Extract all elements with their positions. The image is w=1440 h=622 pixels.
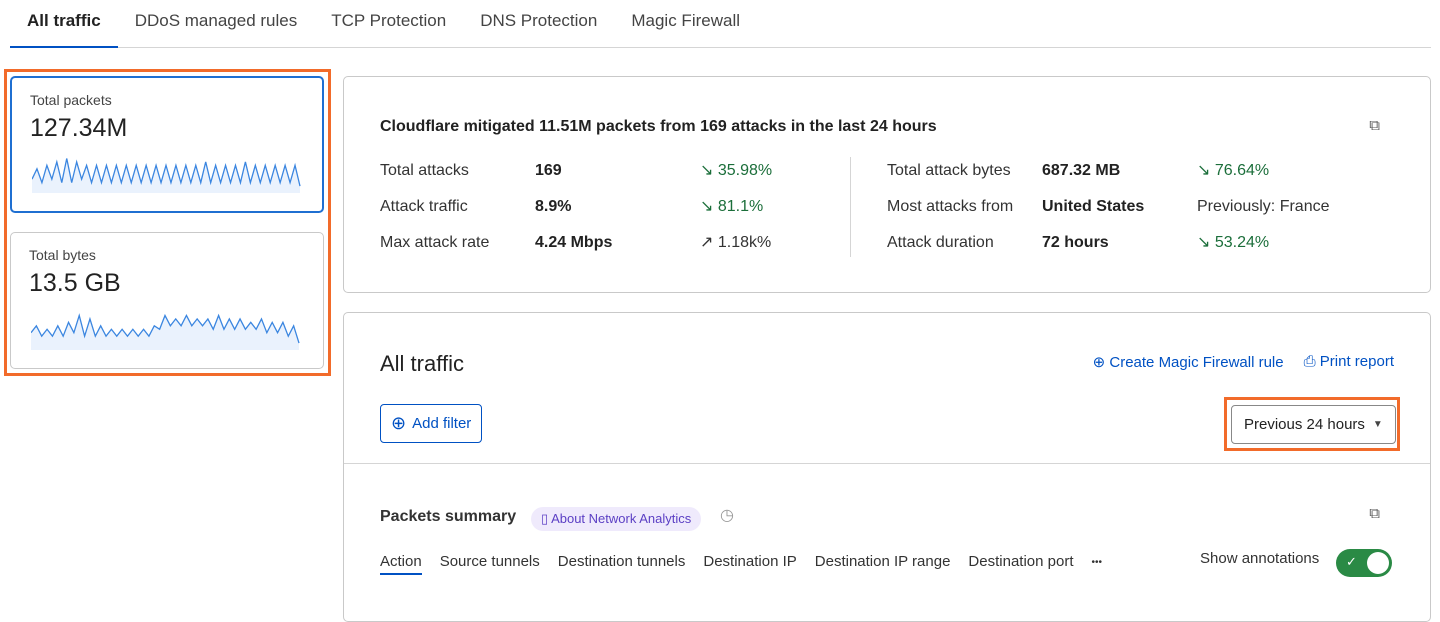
sparkline-line xyxy=(32,158,301,187)
subtab-destination-tunnels[interactable]: Destination tunnels xyxy=(557,553,686,570)
create-rule-link[interactable]: ⊕ Create Magic Firewall rule xyxy=(1093,353,1284,371)
subtab-action[interactable]: Action xyxy=(380,553,422,575)
arrow-up-right-icon: ↗ xyxy=(700,234,718,251)
packets-sparkline xyxy=(32,158,301,193)
print-report-link[interactable]: ⎙ Print report xyxy=(1304,353,1394,371)
subtab-destination-port[interactable]: Destination port xyxy=(968,553,1074,570)
card-value: 13.5 GB xyxy=(29,269,121,297)
tab-magic-firewall[interactable]: Magic Firewall xyxy=(631,11,740,30)
stat-key: Most attacks from xyxy=(887,198,1014,215)
divider xyxy=(850,157,851,257)
about-network-analytics-badge[interactable]: ▯ About Network Analytics xyxy=(531,507,702,531)
packets-summary-title: Packets summary xyxy=(380,508,517,525)
check-icon: ✓ xyxy=(1346,554,1357,569)
stat-row: Most attacks from United States Previously… xyxy=(887,189,1367,225)
time-range-dropdown[interactable]: Previous 24 hours ▼ xyxy=(1231,405,1396,444)
card-label: Total packets xyxy=(30,92,112,108)
stat-value: 72 hours xyxy=(1042,234,1109,251)
section-title: All traffic xyxy=(380,351,464,376)
stat-key: Total attack bytes xyxy=(887,162,1011,179)
total-packets-card[interactable]: Total packets 127.34M xyxy=(10,76,324,213)
plus-circle-icon: ⊕ xyxy=(1092,354,1106,371)
summary-headline: Cloudflare mitigated 11.51M packets from… xyxy=(380,118,937,135)
caret-down-icon: ▼ xyxy=(1372,419,1383,430)
stat-row: Attack traffic 8.9% ↘ 81.1% xyxy=(380,189,860,225)
print-label: Print report xyxy=(1319,353,1394,370)
toggle-knob xyxy=(1367,552,1389,574)
subtab-source-tunnels[interactable]: Source tunnels xyxy=(439,553,540,570)
book-icon: ▯ xyxy=(541,511,549,526)
highlight-box xyxy=(1224,397,1400,451)
attack-summary-card: Cloudflare mitigated 11.51M packets from… xyxy=(343,76,1431,293)
plus-circle-icon: ⊕ xyxy=(391,413,407,433)
stat-delta: 1.18k% xyxy=(717,234,772,251)
copy-icon[interactable]: ⧉ xyxy=(1369,117,1380,134)
arrow-down-right-icon: ↘ xyxy=(700,198,718,215)
stat-value: 8.9% xyxy=(535,198,572,215)
stat-value: 687.32 MB xyxy=(1042,162,1121,179)
stat-value: United States xyxy=(1042,198,1145,215)
printer-icon: ⎙ xyxy=(1303,353,1316,370)
tab-dns-protection[interactable]: DNS Protection xyxy=(480,11,598,30)
show-annotations-label: Show annotations xyxy=(1200,550,1320,567)
create-rule-label: Create Magic Firewall rule xyxy=(1109,354,1284,371)
tab-tcp-protection[interactable]: TCP Protection xyxy=(331,11,447,30)
total-bytes-card[interactable]: Total bytes 13.5 GB xyxy=(10,232,324,369)
arrow-down-right-icon: ↘ xyxy=(1197,162,1215,179)
add-filter-label: Add filter xyxy=(412,415,472,432)
stat-key: Attack traffic xyxy=(380,198,468,215)
stat-row: Attack duration 72 hours ↘ 53.24% xyxy=(887,225,1367,261)
tab-bar: All traffic DDoS managed rules TCP Protect… xyxy=(10,0,1431,48)
subtab-destination-ip[interactable]: Destination IP xyxy=(703,553,797,570)
stat-key: Max attack rate xyxy=(380,234,490,251)
sparkline-line xyxy=(31,313,300,344)
stat-value: 169 xyxy=(535,162,562,179)
stat-row: Total attack bytes 687.32 MB ↘ 76.64% xyxy=(887,153,1367,189)
tab-ddos-managed-rules[interactable]: DDoS managed rules xyxy=(134,11,298,30)
sparkline-area xyxy=(32,158,300,193)
all-traffic-card: All traffic ⊕ Create Magic Firewall rule… xyxy=(343,312,1431,622)
bytes-sparkline xyxy=(31,313,300,350)
tab-all-traffic[interactable]: All traffic xyxy=(10,0,118,48)
subtab-destination-ip-range[interactable]: Destination IP range xyxy=(814,553,951,570)
stat-delta: 81.1% xyxy=(717,198,764,215)
time-range-value: Previous 24 hours xyxy=(1244,416,1365,433)
card-label: Total bytes xyxy=(29,247,96,263)
stat-delta: 76.64% xyxy=(1214,162,1270,179)
arrow-down-right-icon: ↘ xyxy=(700,162,718,179)
stat-value: 4.24 Mbps xyxy=(535,234,613,251)
add-filter-button[interactable]: ⊕ Add filter xyxy=(380,404,483,443)
card-value: 127.34M xyxy=(30,114,128,142)
arrow-down-right-icon: ↘ xyxy=(1197,234,1215,251)
sparkline-area xyxy=(31,315,299,350)
more-icon[interactable]: ••• xyxy=(1091,557,1102,568)
stat-key: Total attacks xyxy=(380,162,469,179)
highlight-box xyxy=(4,69,331,376)
divider xyxy=(344,463,1430,464)
stat-row: Total attacks 169 ↘ 35.98% xyxy=(380,153,860,189)
copy-icon[interactable]: ⧉ xyxy=(1369,505,1380,522)
stat-key: Attack duration xyxy=(887,234,994,251)
stat-row: Max attack rate 4.24 Mbps ↗ 1.18k% xyxy=(380,225,860,261)
show-annotations-toggle[interactable]: ✓ xyxy=(1336,549,1392,577)
stat-delta: 53.24% xyxy=(1214,234,1270,251)
stat-delta: 35.98% xyxy=(717,162,773,179)
stat-delta: Previously: France xyxy=(1197,198,1330,215)
about-label: About Network Analytics xyxy=(551,511,692,526)
clock-icon: ◷ xyxy=(720,507,734,524)
